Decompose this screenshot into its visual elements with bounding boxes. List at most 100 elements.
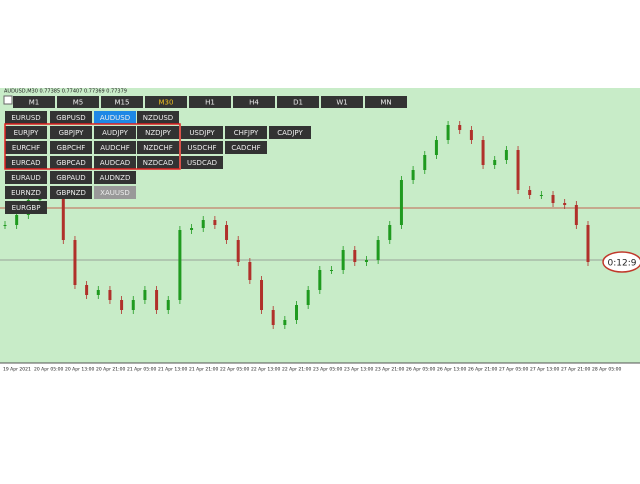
symbol-button[interactable] [5, 111, 47, 124]
candle-body [155, 290, 159, 310]
symbol-label: EURCHF [12, 144, 40, 152]
symbol-button[interactable] [94, 171, 136, 184]
x-tick-label: 27 Apr 05:00 [499, 367, 528, 373]
candle-body [61, 190, 65, 240]
candle-body [341, 250, 345, 270]
symbol-button[interactable] [50, 111, 92, 124]
timeframe-button[interactable] [189, 96, 231, 108]
symbol-button[interactable] [94, 186, 136, 199]
candle-body [306, 290, 310, 305]
timeframe-button[interactable] [321, 96, 363, 108]
symbol-label: EURGBP [12, 204, 41, 212]
timeframe-label: M1 [29, 99, 40, 107]
symbol-button[interactable] [137, 126, 179, 139]
symbol-button[interactable] [5, 126, 47, 139]
symbol-button[interactable] [181, 141, 223, 154]
symbol-button[interactable] [94, 156, 136, 169]
symbol-button[interactable] [94, 111, 136, 124]
candle-body [295, 305, 298, 320]
timeframe-label: D1 [293, 99, 303, 107]
x-tick-label: 27 Apr 21:00 [561, 367, 590, 373]
candle-body [493, 160, 497, 165]
symbol-label: NZDCHF [143, 144, 173, 152]
candle-body [225, 225, 229, 240]
x-tick-label: 21 Apr 13:00 [158, 367, 187, 373]
symbol-label: EURNZD [11, 189, 41, 197]
timeframe-label: M15 [115, 99, 130, 107]
candle-body [458, 125, 462, 130]
candle-body [399, 180, 403, 225]
symbol-label: GBPAUD [56, 174, 85, 182]
candle-body [551, 195, 555, 203]
symbol-label: AUDCAD [100, 159, 130, 167]
timeframe-button[interactable] [145, 96, 187, 108]
symbol-button[interactable] [94, 141, 136, 154]
symbol-button[interactable] [137, 111, 179, 124]
symbol-label: GBPJPY [59, 129, 85, 137]
symbol-button[interactable] [50, 126, 92, 139]
symbol-button[interactable] [225, 126, 267, 139]
candle-body [539, 195, 543, 196]
symbol-label: NZDJPY [145, 129, 172, 137]
candle-body [283, 320, 287, 325]
symbol-button[interactable] [50, 171, 92, 184]
candle-body [574, 205, 578, 225]
symbol-label: GBPCAD [56, 159, 86, 167]
symbol-label: CADJPY [277, 129, 303, 137]
timeframe-label: MN [380, 99, 391, 107]
symbol-label: USDCAD [187, 159, 217, 167]
candle-body [3, 225, 7, 226]
symbol-button[interactable] [225, 141, 267, 154]
timeframe-button[interactable] [13, 96, 55, 108]
symbol-button[interactable] [137, 156, 179, 169]
candle-body [201, 220, 205, 228]
timeframe-button[interactable] [365, 96, 407, 108]
candle-body [143, 290, 147, 300]
symbol-label: AUDCHF [100, 144, 129, 152]
symbol-label: EURUSD [11, 114, 40, 122]
candle-body [213, 220, 217, 225]
collapse-box[interactable] [3, 95, 13, 105]
timeframe-button[interactable] [57, 96, 99, 108]
x-tick-label: 20 Apr 13:00 [65, 367, 94, 373]
symbol-button[interactable] [94, 126, 136, 139]
symbol-button[interactable] [5, 141, 47, 154]
candle-body [586, 225, 590, 262]
symbol-button[interactable] [181, 126, 223, 139]
candle-body [353, 250, 357, 262]
symbol-button[interactable] [269, 126, 311, 139]
timeframe-button[interactable] [233, 96, 275, 108]
symbol-button[interactable] [181, 156, 223, 169]
x-tick-label: 27 Apr 13:00 [530, 367, 559, 373]
symbol-button[interactable] [5, 171, 47, 184]
symbol-label: NZDUSD [143, 114, 173, 122]
x-tick-label: 19 Apr 2021 [3, 367, 31, 373]
symbol-button[interactable] [5, 201, 47, 214]
timeframe-button[interactable] [101, 96, 143, 108]
candle-body [190, 228, 194, 230]
symbol-button[interactable] [50, 186, 92, 199]
symbol-button[interactable] [137, 141, 179, 154]
timeframe-label: H4 [249, 99, 259, 107]
timeframe-button[interactable] [277, 96, 319, 108]
symbol-button[interactable] [5, 156, 47, 169]
x-tick-label: 20 Apr 21:00 [96, 367, 125, 373]
candle-body [516, 150, 520, 190]
x-tick-label: 23 Apr 13:00 [344, 367, 373, 373]
candle-body [248, 262, 252, 280]
x-tick-label: 21 Apr 21:00 [189, 367, 218, 373]
candle-body [376, 240, 380, 260]
symbol-button[interactable] [50, 141, 92, 154]
candle-body [329, 270, 333, 271]
candle-body [96, 290, 100, 295]
candle-body [85, 285, 89, 295]
candle-body [260, 280, 264, 310]
symbol-label: USDJPY [189, 129, 215, 137]
symbol-button[interactable] [50, 156, 92, 169]
symbol-label: CADCHF [231, 144, 260, 152]
candle-body [481, 140, 485, 165]
x-tick-label: 22 Apr 21:00 [282, 367, 311, 373]
symbol-label: CHFJPY [234, 129, 259, 137]
symbol-button[interactable] [5, 186, 47, 199]
